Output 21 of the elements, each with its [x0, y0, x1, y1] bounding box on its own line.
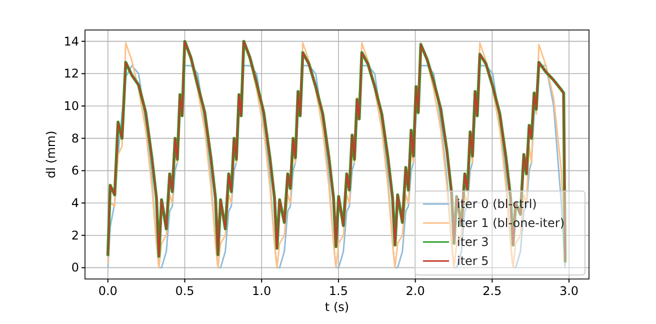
y-tick-label: 8: [71, 131, 79, 146]
legend-label: iter 0 (bl-ctrl): [457, 197, 537, 211]
x-tick-label: 2.5: [482, 284, 502, 298]
y-tick-label: 4: [71, 196, 79, 210]
y-tick-label: 2: [71, 228, 79, 242]
x-tick-label: 0.0: [98, 284, 118, 298]
x-tick-label: 3.0: [559, 284, 579, 298]
y-tick-label: 12: [64, 66, 79, 81]
y-axis-title: dl (mm): [44, 130, 58, 178]
y-tick-label: 6: [71, 164, 79, 178]
x-tick-label: 1.5: [328, 284, 348, 298]
x-tick-label: 2.0: [406, 284, 425, 298]
y-tick-label: 14: [64, 34, 79, 48]
legend-label: iter 1 (bl-one-iter): [457, 216, 565, 230]
x-tick-label: 1.0: [252, 284, 272, 298]
x-axis-title: t (s): [324, 300, 350, 314]
legend-label: iter 5: [457, 254, 489, 268]
legend-label: iter 3: [457, 235, 489, 249]
x-tick-label: 0.5: [175, 284, 194, 298]
y-tick-label: 0: [71, 260, 79, 275]
y-tick-label: 10: [64, 98, 79, 113]
